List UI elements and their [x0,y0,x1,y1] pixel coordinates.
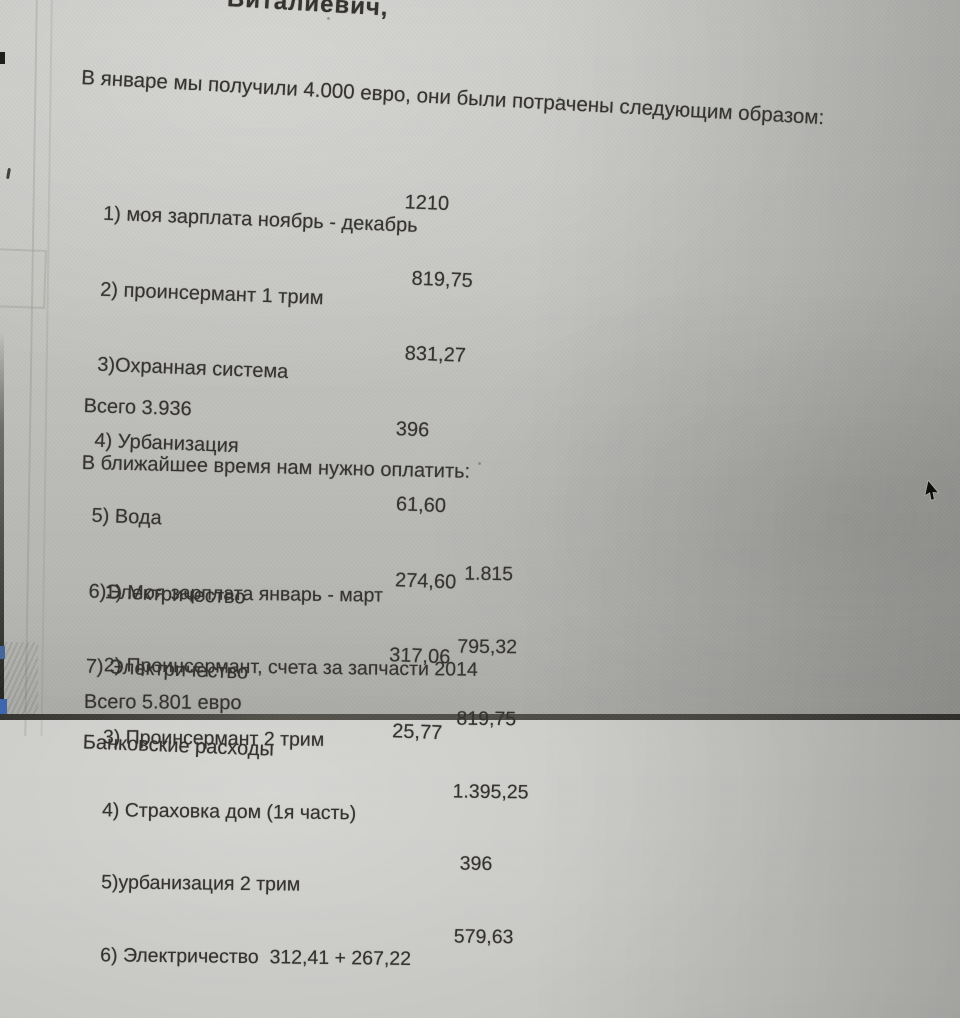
screen-photo: { "colors": { "ink": "#34322e", "screen_… [0,0,960,970]
blue-edge-fragment [0,699,7,715]
expense-label: 3) Проинсермант 2 трим [102,726,325,752]
expense-row: 3)Охранная система 831,27 [75,330,466,383]
expense-value: 1.815 [464,562,514,586]
expense-value: 579,63 [453,925,514,949]
expense-row: 1) Моя зарплата январь - март 1.815 [83,558,514,607]
expense-label: 2) Проинсермант, счета за запчасти 2014 [103,653,478,681]
expenses-upcoming-list: 1) Моя зарплата январь - март 1.815 2) П… [78,512,529,975]
expense-row: 5)урбанизация 2 трим 396 [80,848,492,896]
photo-artifact [0,52,5,64]
dust-speck [558,97,561,100]
dust-speck [139,213,142,216]
total-upcoming: Всего 5.801 евро [83,691,242,715]
photo-artifact [6,167,11,180]
expense-value: 61,60 [395,493,447,518]
faint-window-edge [0,248,48,309]
total-spent: Всего 3.936 [83,395,192,421]
intro-line: В январе мы получили 4.000 евро, они был… [80,66,825,130]
expense-value: 819,75 [411,267,474,292]
salutation-partial: Виталиевич, [226,0,390,22]
expense-label: 6) Электричество 312,41 + 267,22 [100,944,412,970]
arrow-cursor-icon [921,479,942,509]
expense-row: 6) Электричество 312,41 + 267,22 579,63 [79,921,514,970]
expense-row: 1) моя зарплата ноябрь - декабрь 1210 [81,179,450,237]
dust-speck [478,462,481,465]
expense-value: 1.395,25 [452,780,529,804]
screen-edge-bottom [0,714,960,720]
screen-seam-line [40,0,53,736]
expense-value: 1210 [404,191,450,216]
expense-value: 396 [459,852,493,876]
expense-label: 2) проинсермант 1 трим [99,278,324,309]
expense-row: 2) Проинсермант, счета за запчасти 2014 … [82,631,518,680]
blue-edge-fragment [0,646,5,659]
expense-label: 4) Страховка дом (1я часть) [101,799,357,825]
dust-speck [327,17,330,20]
expense-value: 831,27 [404,342,467,367]
expense-row: 2) проинсермант 1 трим 819,75 [78,254,473,309]
expense-label: 1) Моя зарплата январь - март [104,581,384,607]
expense-label: 5)урбанизация 2 трим [101,871,301,897]
expense-value: 396 [395,417,430,441]
screen-edge-left [0,330,4,720]
expense-label: 1) моя зарплата ноябрь - декабрь [102,202,419,237]
expense-row: 4) Страховка дом (1я часть) 1.395,25 [80,776,529,824]
expense-label: 3)Охранная система [96,353,289,384]
expense-value: 795,32 [457,635,518,658]
screen-seam-line [24,0,38,736]
